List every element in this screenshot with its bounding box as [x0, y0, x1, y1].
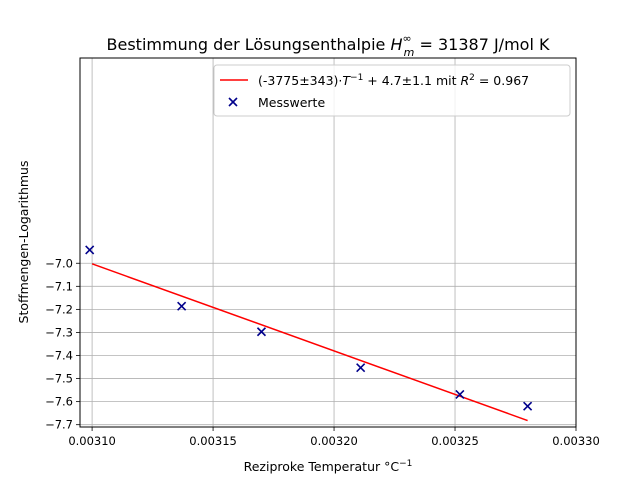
x-axis: 0.00310 0.00315 0.00320 0.00325 0.00330: [68, 427, 600, 448]
y-tick-label: −7.1: [45, 279, 73, 293]
data-point: [455, 389, 465, 400]
y-axis: −7.7 −7.6 −7.5 −7.4 −7.3 −7.2 −7.1 −7.0: [45, 256, 80, 432]
legend-measurement-swatch: [228, 97, 238, 107]
x-tick-label: 0.00310: [68, 434, 116, 448]
x-tick-label: 0.00330: [552, 434, 600, 448]
plot-frame: [79, 57, 577, 428]
plot-area: 0.00310 0.00315 0.00320 0.00325 0.00330 −7.7…: [45, 57, 600, 448]
data-point: [256, 327, 267, 337]
measurement-series: [85, 245, 533, 411]
x-tick-label: 0.00325: [431, 434, 479, 448]
y-axis-label: Stoffmengen-Logarithmus: [16, 161, 31, 324]
y-tick-label: −7.2: [45, 302, 73, 316]
x-axis-label: Reziproke Temperatur °C−1: [244, 459, 413, 474]
data-point: [523, 401, 533, 411]
y-tick-label: −7.0: [45, 256, 73, 270]
data-point: [356, 363, 366, 373]
legend-fit-label: (-3775±343)·T−1 + 4.7±1.1 mit R2 = 0.967: [258, 73, 529, 88]
fit-line: [91, 263, 528, 422]
chart-title: Bestimmung der Lösungsenthalpie H∞ m = 31…: [107, 32, 550, 59]
fit-series: [91, 263, 528, 422]
y-tick-label: −7.5: [45, 372, 73, 386]
data-point: [85, 245, 95, 255]
legend-box: [213, 64, 571, 117]
x-tick-label: 0.00320: [310, 434, 358, 448]
y-tick-label: −7.7: [45, 418, 73, 432]
legend-measurement-label: Messwerte: [258, 95, 325, 110]
x-tick-label: 0.00315: [189, 434, 237, 448]
y-tick-label: −7.3: [45, 325, 73, 339]
legend: (-3775±343)·T−1 + 4.7±1.1 mit R2 = 0.967…: [213, 64, 571, 117]
y-tick-label: −7.4: [45, 349, 73, 363]
y-tick-label: −7.6: [45, 395, 73, 409]
data-point: [177, 301, 187, 311]
